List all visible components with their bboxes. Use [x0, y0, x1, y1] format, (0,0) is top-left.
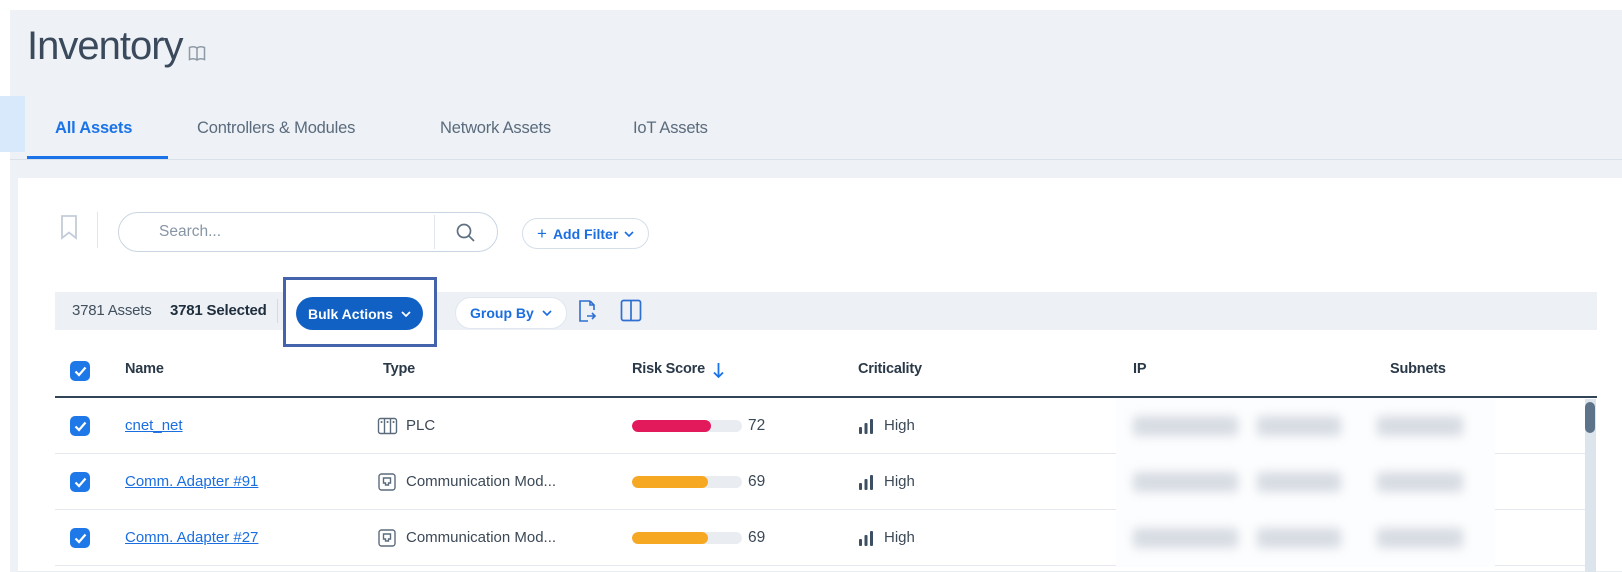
plus-icon: + [537, 223, 547, 243]
chevron-down-icon [542, 310, 552, 316]
column-header-type[interactable]: Type [383, 361, 415, 377]
page-title: Inventory [27, 24, 184, 68]
asset-type: Communication Mod... [406, 529, 557, 546]
risk-score-value: 72 [748, 417, 766, 434]
toolbar-divider [277, 299, 278, 323]
criticality-bars-icon [858, 530, 875, 546]
select-all-checkbox[interactable] [70, 361, 90, 381]
search-divider [434, 215, 435, 249]
bulk-actions-button[interactable]: Bulk Actions [296, 297, 423, 330]
risk-bar-fill [632, 476, 708, 488]
add-filter-button[interactable]: + Add Filter [522, 218, 650, 249]
criticality-value: High [884, 529, 915, 546]
search-section-divider [97, 212, 98, 248]
risk-score-value: 69 [748, 473, 766, 490]
redacted-subnet-value [1377, 472, 1463, 492]
asset-name-link[interactable]: cnet_net [125, 417, 183, 434]
row-checkbox[interactable] [70, 416, 90, 436]
criticality-bars-icon [858, 474, 875, 490]
bulk-actions-label: Bulk Actions [307, 305, 394, 322]
table-row: cnet_net PLC 72 High [55, 398, 1585, 455]
redacted-subnet-value [1377, 528, 1463, 548]
columns-layout-icon[interactable] [620, 299, 642, 322]
search-input[interactable] [159, 223, 429, 241]
criticality-bars-icon [858, 418, 875, 434]
risk-bar [632, 420, 742, 432]
tab-bar-divider [10, 159, 1622, 160]
asset-type: PLC [406, 417, 436, 434]
column-header-subnets[interactable]: Subnets [1390, 361, 1446, 377]
tab-network-assets[interactable]: Network Assets [440, 119, 551, 137]
tab-controllers-modules[interactable]: Controllers & Modules [197, 119, 356, 137]
comm-module-icon [377, 528, 397, 548]
sort-descending-icon[interactable] [712, 362, 725, 379]
redacted-ip-value [1133, 416, 1238, 436]
redacted-ip-value [1257, 472, 1341, 492]
column-header-ip[interactable]: IP [1133, 361, 1147, 377]
selected-count: 3781 Selected [170, 302, 267, 319]
tab-iot-assets[interactable]: IoT Assets [633, 119, 708, 137]
redacted-region [1116, 398, 1495, 455]
book-icon [186, 44, 208, 64]
group-by-button[interactable]: Group By [455, 297, 567, 329]
redacted-ip-value [1257, 416, 1341, 436]
asset-name-link[interactable]: Comm. Adapter #91 [125, 473, 259, 490]
tab-all-assets[interactable]: All Assets [55, 119, 133, 137]
bookmark-icon[interactable] [60, 214, 82, 242]
vertical-scrollbar-thumb[interactable] [1585, 402, 1595, 433]
criticality-value: High [884, 473, 915, 490]
search-bar[interactable] [118, 212, 498, 252]
asset-type: Communication Mod... [406, 473, 557, 490]
search-icon[interactable] [455, 222, 476, 243]
plc-icon [377, 416, 398, 436]
chevron-down-icon [624, 230, 634, 237]
row-checkbox[interactable] [70, 472, 90, 492]
redacted-ip-value [1257, 528, 1341, 548]
table-row: Comm. Adapter #91 Communication Mod... 6… [55, 454, 1585, 511]
table-row: Comm. Adapter #27 Communication Mod... 6… [55, 510, 1585, 567]
asset-name-link[interactable]: Comm. Adapter #27 [125, 529, 259, 546]
risk-bar-fill [632, 420, 712, 432]
column-header-risk-score[interactable]: Risk Score [632, 361, 705, 377]
group-by-label: Group By [470, 305, 534, 321]
redacted-ip-value [1133, 528, 1238, 548]
redacted-region [1116, 454, 1495, 511]
row-checkbox[interactable] [70, 528, 90, 548]
redacted-ip-value [1133, 472, 1238, 492]
risk-bar [632, 476, 742, 488]
active-tab-underline [27, 156, 168, 159]
risk-bar-fill [632, 532, 708, 544]
header-bottom-border [55, 396, 1597, 398]
redacted-subnet-value [1377, 416, 1463, 436]
table-body: cnet_net PLC 72 High [55, 398, 1585, 567]
risk-bar [632, 532, 742, 544]
risk-score-value: 69 [748, 529, 766, 546]
comm-module-icon [377, 472, 397, 492]
add-filter-label: Add Filter [552, 225, 619, 242]
chevron-down-icon [401, 310, 411, 317]
assets-count: 3781 Assets [72, 302, 152, 319]
criticality-value: High [884, 417, 915, 434]
vertical-scrollbar-track[interactable] [1585, 399, 1596, 572]
nav-accent-strip [0, 96, 25, 152]
export-icon[interactable] [576, 299, 598, 323]
column-header-criticality[interactable]: Criticality [858, 361, 922, 377]
redacted-region [1116, 510, 1495, 567]
column-header-name[interactable]: Name [125, 361, 164, 377]
